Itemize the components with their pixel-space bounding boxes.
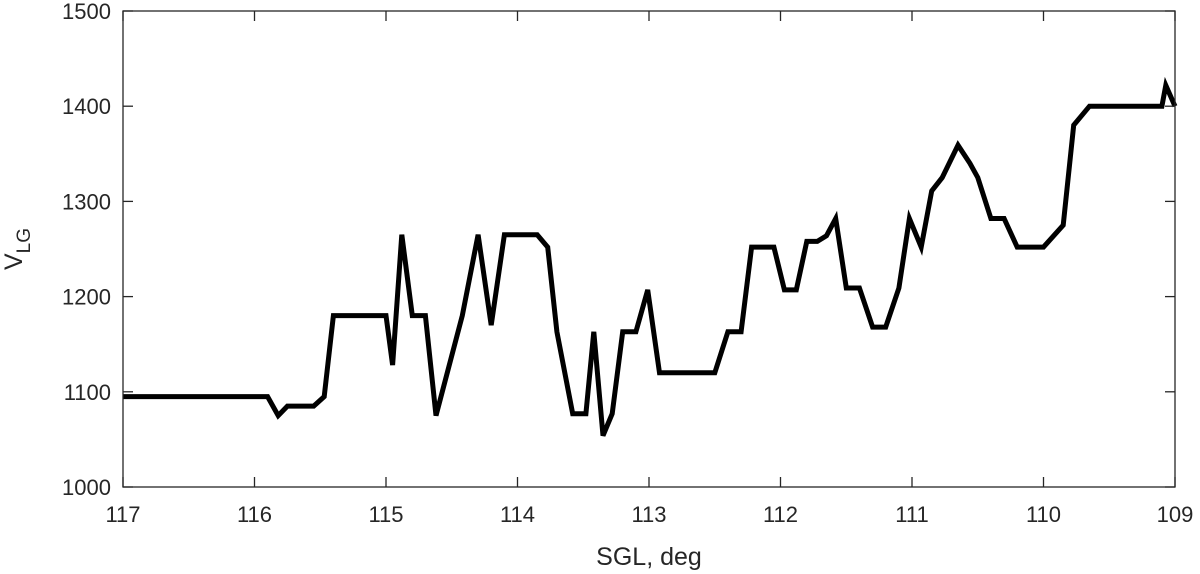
x-tick-label: 113 [631,502,666,527]
y-tick-label: 1500 [62,0,111,24]
x-tick-label: 110 [1026,502,1061,527]
x-tick-label: 112 [763,502,798,527]
y-axis-title: VLG [0,228,35,270]
y-tick-label: 1000 [62,475,111,500]
y-tick-label: 1200 [62,285,111,310]
y-tick-label: 1100 [64,380,111,405]
series-line [123,76,1178,437]
ticks-layer: 117 116 115 114 113 112 111 110 109 1000 1100 1200 1… [62,0,1193,527]
y-axis-title-main: V [0,253,28,270]
y-tick-label: 1300 [62,189,111,214]
x-tick-label: 114 [500,502,535,527]
y-tick-label: 1400 [62,94,111,119]
y-axis-title-subscript: LG [14,228,35,253]
x-tick-label: 111 [895,502,928,527]
x-tick-label: 109 [1157,502,1194,527]
x-tick-label: 117 [105,502,140,527]
data-layer [123,76,1178,437]
x-axis-title: SGL, deg [596,543,702,571]
x-tick-label: 116 [237,502,272,527]
plot-frame [122,10,1176,488]
x-tick-label: 115 [368,502,403,527]
